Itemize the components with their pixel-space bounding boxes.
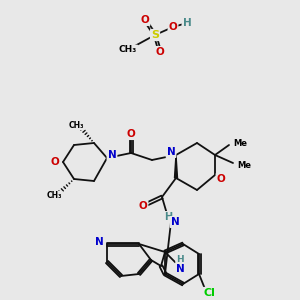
Text: H: H bbox=[164, 212, 172, 222]
Text: N: N bbox=[108, 150, 116, 160]
Text: N: N bbox=[176, 264, 184, 274]
Text: N: N bbox=[94, 237, 103, 247]
Text: O: O bbox=[139, 201, 147, 211]
Text: CH₃: CH₃ bbox=[68, 121, 84, 130]
Text: CH₃: CH₃ bbox=[46, 191, 62, 200]
Text: N: N bbox=[171, 217, 179, 227]
Text: O: O bbox=[217, 174, 225, 184]
Text: S: S bbox=[151, 30, 159, 40]
Text: O: O bbox=[141, 15, 149, 25]
Text: H: H bbox=[183, 18, 191, 28]
Text: Me: Me bbox=[233, 139, 247, 148]
Text: Me: Me bbox=[237, 160, 251, 169]
Text: H: H bbox=[176, 256, 184, 265]
Text: O: O bbox=[51, 157, 59, 167]
Text: O: O bbox=[169, 22, 177, 32]
Text: O: O bbox=[156, 47, 164, 57]
Polygon shape bbox=[175, 155, 178, 178]
Text: Cl: Cl bbox=[203, 288, 215, 298]
Text: N: N bbox=[167, 147, 176, 157]
Text: O: O bbox=[127, 129, 135, 139]
Text: CH₃: CH₃ bbox=[119, 46, 137, 55]
